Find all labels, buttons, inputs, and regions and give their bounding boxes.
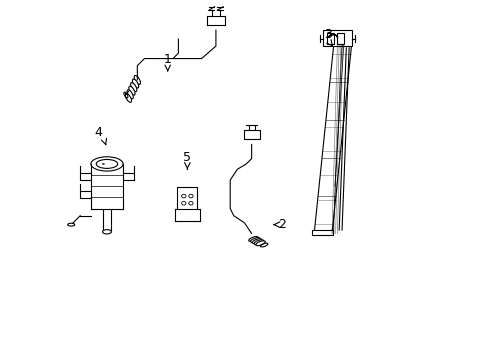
Bar [326,33,333,44]
Ellipse shape [127,90,133,99]
Text: 1: 1 [163,53,171,66]
Text: 5: 5 [183,151,191,164]
Ellipse shape [134,76,140,85]
Bar [177,187,197,208]
Bar [244,130,259,139]
Ellipse shape [130,83,137,91]
Ellipse shape [252,239,261,243]
Text: 4: 4 [94,126,102,139]
Polygon shape [323,30,351,46]
Ellipse shape [248,237,258,241]
Polygon shape [312,230,332,235]
Ellipse shape [132,79,139,88]
Text: 2: 2 [278,218,286,231]
Polygon shape [313,44,351,234]
Ellipse shape [125,93,131,102]
Ellipse shape [254,240,263,244]
Ellipse shape [255,241,265,246]
Text: 3: 3 [324,28,332,41]
Ellipse shape [102,163,104,165]
Ellipse shape [250,238,260,242]
Ellipse shape [129,86,135,95]
Bar [336,33,343,44]
